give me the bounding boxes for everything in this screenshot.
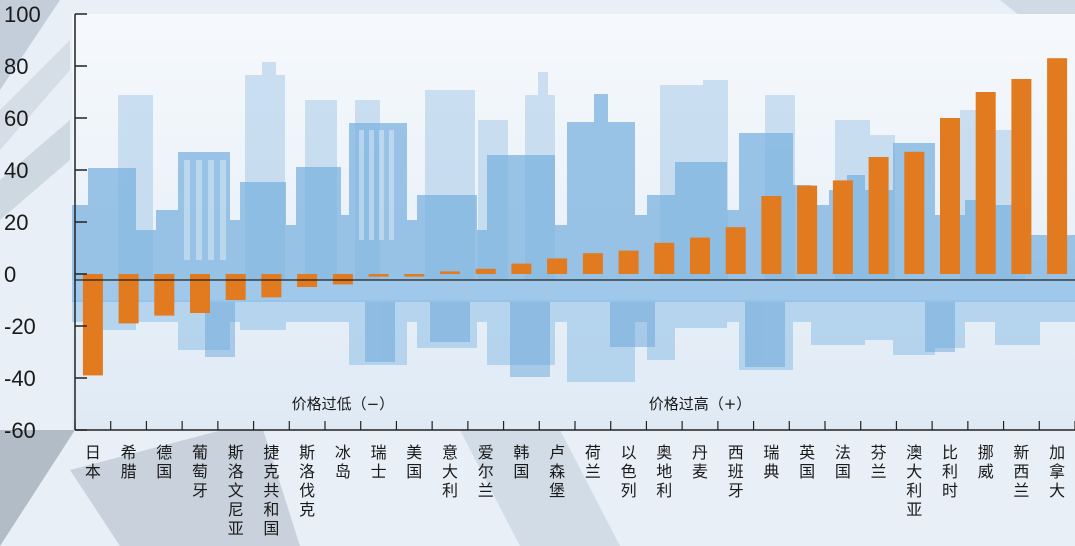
bar — [583, 253, 603, 274]
x-tick-label: 卢森堡 — [549, 443, 565, 500]
x-tick-label: 澳大利亚 — [906, 443, 922, 519]
bar — [226, 274, 246, 300]
bar — [404, 274, 424, 277]
bar — [797, 186, 817, 274]
x-tick-label: 瑞典 — [763, 443, 779, 481]
bar — [511, 264, 531, 274]
bar — [940, 118, 960, 274]
x-tick-label: 爱尔兰 — [478, 443, 494, 500]
bar — [83, 274, 103, 375]
x-tick-label: 比利时 — [942, 443, 958, 500]
x-tick-label: 冰岛 — [335, 443, 351, 481]
x-tick-label: 西班牙 — [728, 443, 744, 500]
x-tick-label: 韩国 — [513, 443, 529, 481]
y-tick-label: 80 — [4, 54, 28, 79]
x-tick-label: 日本 — [85, 443, 101, 481]
x-tick-label: 丹麦 — [692, 443, 708, 481]
x-tick-label: 斯洛伐克 — [299, 443, 315, 519]
bar — [619, 251, 639, 274]
y-tick-label: 60 — [4, 106, 28, 131]
x-tick-label: 以色列 — [621, 443, 637, 500]
x-tick-label: 希腊 — [121, 443, 137, 481]
annotations: 价格过低（−） 价格过高（+） — [292, 395, 752, 413]
x-tick-label: 奥地利 — [656, 443, 672, 500]
x-tick-label: 斯洛文尼亚 — [228, 443, 244, 538]
annotation-label: 价格过高（+） — [649, 395, 752, 413]
bar — [869, 157, 889, 274]
bar — [333, 274, 353, 284]
x-tick-label: 荷兰 — [585, 443, 601, 481]
x-tick-label: 挪威 — [978, 443, 994, 481]
bar — [904, 152, 924, 274]
y-tick-label: 40 — [4, 158, 28, 183]
y-tick-label: 0 — [4, 262, 16, 287]
bars-layer — [83, 58, 1067, 375]
y-tick-label: -40 — [4, 366, 36, 391]
bar — [1047, 58, 1067, 274]
y-tick-label: -20 — [4, 314, 36, 339]
bar — [476, 269, 496, 274]
x-tick-label: 英国 — [799, 443, 815, 481]
x-tick-label: 芬兰 — [871, 443, 887, 481]
bar — [976, 92, 996, 274]
bar — [440, 271, 460, 274]
bar — [1011, 79, 1031, 274]
x-tick-label: 加拿大 — [1049, 443, 1065, 500]
x-tick-label: 新西兰 — [1013, 443, 1029, 500]
y-tick-label: -60 — [4, 418, 36, 443]
annotation-label: 价格过低（−） — [292, 395, 395, 413]
x-tick-label: 捷克共和国 — [263, 443, 279, 538]
bar — [547, 258, 567, 274]
x-tick-label: 瑞士 — [371, 443, 387, 481]
bar — [369, 274, 389, 277]
x-tick-label: 法国 — [835, 443, 851, 481]
x-tick-label: 美国 — [406, 443, 422, 481]
y-tick-label: 100 — [4, 2, 41, 27]
bar — [761, 196, 781, 274]
bar — [726, 227, 746, 274]
x-tick-label: 德国 — [156, 443, 172, 481]
bar — [833, 180, 853, 274]
bar — [119, 274, 139, 323]
x-tick-label: 葡萄牙 — [192, 443, 208, 500]
y-tick-label: 20 — [4, 210, 28, 235]
bar — [654, 243, 674, 274]
bar — [690, 238, 710, 274]
x-tick-label: 意大利 — [442, 443, 458, 500]
bar — [261, 274, 281, 297]
